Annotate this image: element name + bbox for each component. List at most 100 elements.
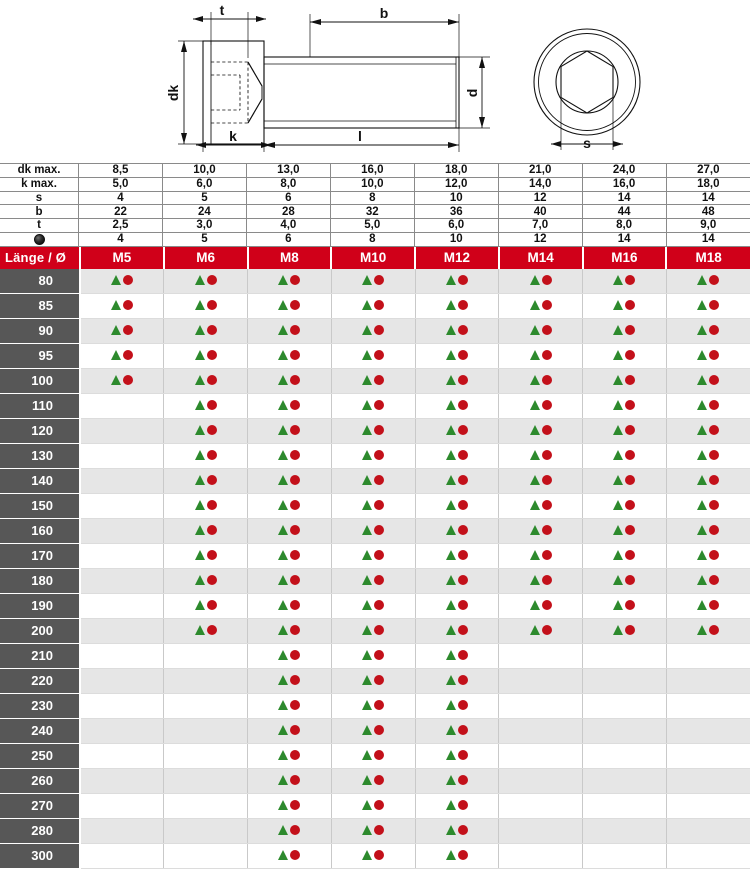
availability-cell[interactable] [666,268,750,294]
availability-cell[interactable] [247,418,332,444]
availability-cell[interactable] [666,368,750,394]
availability-cell[interactable] [498,493,583,519]
availability-cell[interactable] [666,393,750,419]
availability-cell[interactable] [163,343,248,369]
availability-cell[interactable] [247,493,332,519]
availability-cell[interactable] [415,468,500,494]
availability-cell[interactable] [582,393,667,419]
availability-cell[interactable] [247,843,332,869]
availability-cell[interactable] [415,718,500,744]
availability-cell[interactable] [498,368,583,394]
availability-cell[interactable] [247,543,332,569]
availability-cell[interactable] [247,693,332,719]
availability-cell[interactable] [163,568,248,594]
availability-cell[interactable] [415,643,500,669]
availability-cell[interactable] [582,468,667,494]
availability-cell[interactable] [247,518,332,544]
availability-cell[interactable] [582,418,667,444]
availability-cell[interactable] [498,268,583,294]
availability-cell[interactable] [163,268,248,294]
availability-cell[interactable] [331,668,416,694]
matrix-col-header-4[interactable]: M12 [415,246,500,269]
availability-cell[interactable] [498,618,583,644]
availability-cell[interactable] [666,618,750,644]
availability-cell[interactable] [415,668,500,694]
availability-cell[interactable] [415,343,500,369]
availability-cell[interactable] [331,718,416,744]
availability-cell[interactable] [331,418,416,444]
availability-cell[interactable] [331,518,416,544]
availability-cell[interactable] [582,443,667,469]
matrix-col-header-7[interactable]: M18 [666,246,750,269]
availability-cell[interactable] [331,818,416,844]
availability-cell[interactable] [415,393,500,419]
availability-cell[interactable] [247,393,332,419]
availability-cell[interactable] [415,318,500,344]
availability-cell[interactable] [331,643,416,669]
matrix-col-header-6[interactable]: M16 [582,246,668,269]
availability-cell[interactable] [163,518,248,544]
availability-cell[interactable] [666,568,750,594]
availability-cell[interactable] [582,618,667,644]
availability-cell[interactable] [415,568,500,594]
availability-cell[interactable] [415,843,500,869]
availability-cell[interactable] [582,318,667,344]
availability-cell[interactable] [331,343,416,369]
availability-cell[interactable] [498,543,583,569]
availability-cell[interactable] [247,743,332,769]
availability-cell[interactable] [582,543,667,569]
availability-cell[interactable] [582,493,667,519]
matrix-col-header-1[interactable]: M6 [163,246,249,269]
availability-cell[interactable] [247,618,332,644]
availability-cell[interactable] [582,518,667,544]
availability-cell[interactable] [415,793,500,819]
availability-cell[interactable] [582,293,667,319]
availability-cell[interactable] [498,518,583,544]
matrix-col-header-0[interactable]: M5 [80,246,165,269]
availability-cell[interactable] [331,743,416,769]
availability-cell[interactable] [247,718,332,744]
availability-cell[interactable] [163,418,248,444]
availability-cell[interactable] [247,768,332,794]
availability-cell[interactable] [163,393,248,419]
availability-cell[interactable] [415,593,500,619]
availability-cell[interactable] [247,818,332,844]
availability-cell[interactable] [163,293,248,319]
availability-cell[interactable] [331,618,416,644]
availability-cell[interactable] [163,468,248,494]
availability-cell[interactable] [666,443,750,469]
availability-cell[interactable] [582,343,667,369]
availability-cell[interactable] [582,368,667,394]
availability-cell[interactable] [247,318,332,344]
availability-cell[interactable] [331,293,416,319]
availability-cell[interactable] [163,543,248,569]
availability-cell[interactable] [498,443,583,469]
availability-cell[interactable] [247,668,332,694]
availability-cell[interactable] [80,293,165,319]
availability-cell[interactable] [666,593,750,619]
availability-cell[interactable] [582,268,667,294]
availability-cell[interactable] [331,693,416,719]
availability-cell[interactable] [331,443,416,469]
availability-cell[interactable] [331,318,416,344]
availability-cell[interactable] [163,443,248,469]
availability-cell[interactable] [247,468,332,494]
availability-cell[interactable] [247,643,332,669]
availability-cell[interactable] [163,618,248,644]
availability-cell[interactable] [498,343,583,369]
availability-cell[interactable] [666,493,750,519]
availability-cell[interactable] [415,368,500,394]
availability-cell[interactable] [80,368,165,394]
availability-cell[interactable] [498,468,583,494]
availability-cell[interactable] [247,293,332,319]
availability-cell[interactable] [415,618,500,644]
availability-cell[interactable] [415,693,500,719]
availability-cell[interactable] [666,343,750,369]
availability-cell[interactable] [80,268,165,294]
availability-cell[interactable] [498,318,583,344]
availability-cell[interactable] [331,793,416,819]
availability-cell[interactable] [331,268,416,294]
availability-cell[interactable] [331,543,416,569]
availability-cell[interactable] [331,593,416,619]
availability-cell[interactable] [666,418,750,444]
